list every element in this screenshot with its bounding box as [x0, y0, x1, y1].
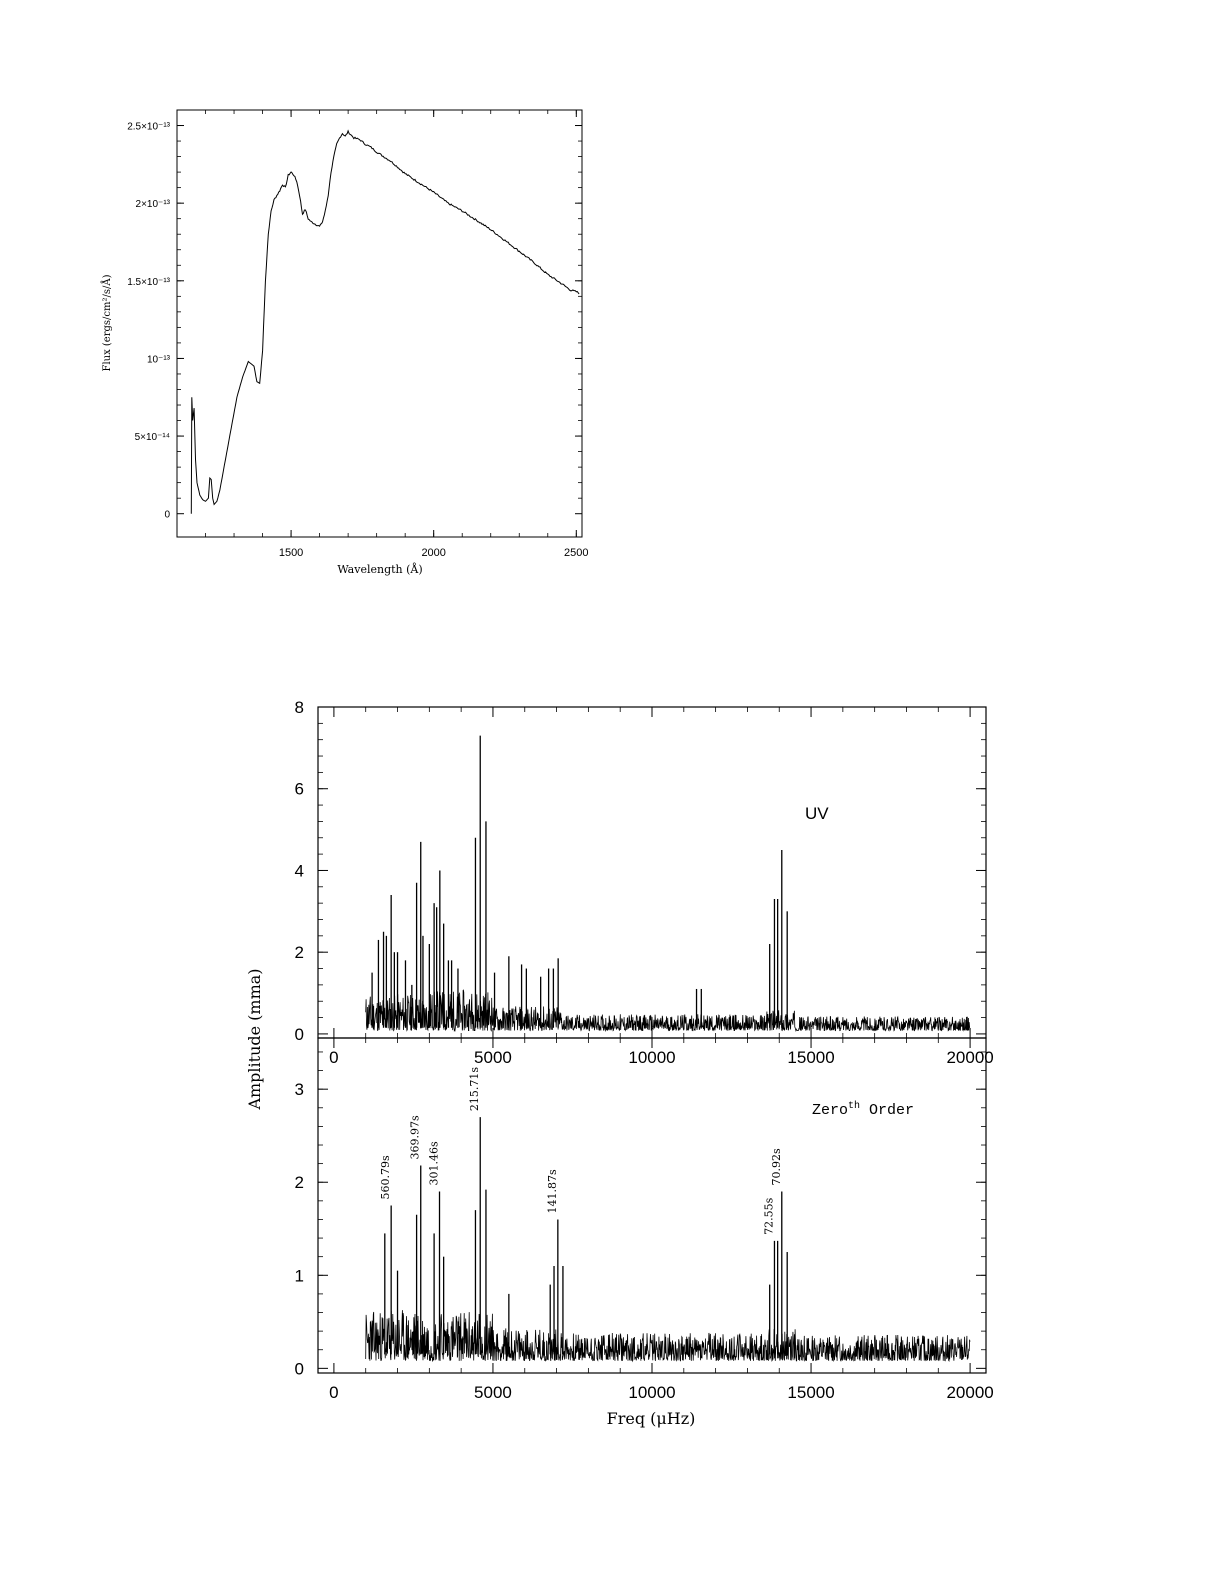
freq-x-axis-label: Freq (μHz)	[607, 1409, 696, 1428]
uv-x-tick-label: 0	[329, 1048, 338, 1067]
peak-period-annotation: 301.46s	[428, 1141, 441, 1185]
zeroth-x-tick-label: 15000	[787, 1383, 834, 1402]
flux-x-axis-label: Wavelength (Å)	[337, 562, 422, 576]
peak-period-annotation: 70.92s	[770, 1148, 783, 1185]
uv-y-tick-label: 0	[295, 1025, 304, 1044]
zeroth-order-superscript: th	[848, 1100, 860, 1112]
uv-x-tick-label: 15000	[787, 1048, 834, 1067]
peak-period-annotation: 215.71s	[468, 1067, 481, 1111]
uv-x-tick-label: 20000	[946, 1048, 993, 1067]
zeroth-noise-trace	[365, 1310, 971, 1363]
uv-panel-label: UV	[805, 804, 829, 823]
uv-x-tick-label: 5000	[474, 1048, 512, 1067]
flux-y-tick-label: 2.5×10⁻¹³	[127, 122, 170, 133]
uv-noise-trace	[365, 989, 971, 1033]
zeroth-x-tick-label: 5000	[474, 1383, 512, 1402]
uv-amplitude-panel: 0 5000 10000 15000 20000 0 2 4 6 8 UV	[295, 698, 994, 1067]
flux-y-tick-label: 2×10⁻¹³	[136, 199, 171, 210]
zeroth-order-panel-label: Zeroth Order	[812, 1100, 914, 1119]
flux-y-tick-label: 0	[164, 510, 170, 521]
zeroth-x-tick-label: 10000	[628, 1383, 675, 1402]
zeroth-y-tick-label: 3	[295, 1080, 304, 1099]
flux-y-tick-label: 1.5×10⁻¹³	[127, 277, 170, 288]
uv-plot-frame	[317, 706, 987, 1039]
zeroth-order-amplitude-panel: 0 5000 10000 15000 20000 0 1 2 3 Zeroth Order 56…	[245, 968, 994, 1428]
flux-plot-frame	[176, 109, 583, 538]
uv-y-tick-label: 2	[295, 943, 304, 962]
zeroth-order-label-text: Zero	[812, 1102, 848, 1119]
zeroth-y-tick-label: 2	[295, 1173, 304, 1192]
flux-y-tick-label: 10⁻¹³	[147, 354, 171, 365]
uv-x-tick-label: 10000	[628, 1048, 675, 1067]
uv-y-tick-label: 8	[295, 698, 304, 717]
zeroth-x-tick-label: 0	[329, 1383, 338, 1402]
flux-x-tick-label: 1500	[279, 547, 303, 559]
peak-period-annotation: 369.97s	[409, 1115, 422, 1159]
zeroth-y-tick-label: 1	[295, 1266, 304, 1285]
peak-period-annotation: 560.79s	[379, 1155, 392, 1199]
flux-x-tick-label: 2000	[421, 547, 445, 559]
flux-spectrum-line	[190, 129, 580, 514]
flux-y-tick-label: 5×10⁻¹⁴	[135, 432, 170, 443]
zeroth-y-tick-label: 0	[295, 1359, 304, 1378]
amplitude-y-axis-label: Amplitude (mma)	[245, 968, 264, 1110]
flux-y-axis-label: Flux (ergs/cm²/s/Å)	[101, 274, 113, 371]
flux-spectrum-chart: 1500 2000 2500 0 5×10⁻¹⁴ 10⁻¹³ 1.5×10⁻¹³ 2×10⁻¹…	[101, 109, 589, 576]
peak-period-annotation: 72.55s	[763, 1197, 776, 1234]
zeroth-x-tick-label: 20000	[946, 1383, 993, 1402]
uv-y-tick-label: 4	[295, 861, 304, 880]
zeroth-order-label-rest: Order	[860, 1102, 914, 1119]
flux-x-tick-label: 2500	[564, 547, 588, 559]
peak-period-annotation: 141.87s	[546, 1169, 559, 1213]
uv-y-tick-label: 6	[295, 780, 304, 799]
